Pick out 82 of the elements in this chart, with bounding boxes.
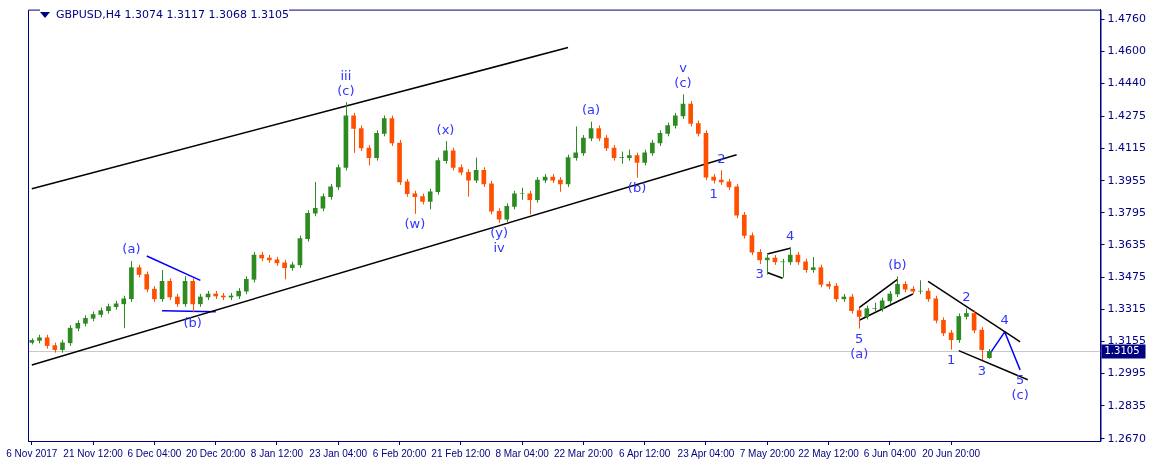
y-tick-label: 1.3475 — [1107, 269, 1147, 283]
x-tick-label: 8 Jan 12:00 — [250, 447, 304, 459]
annotation: 5 — [1015, 372, 1025, 388]
candlestick — [52, 342, 58, 354]
annotation: 3 — [977, 362, 986, 378]
annotation: 3 — [755, 266, 764, 282]
candlestick — [121, 295, 127, 329]
candlestick — [244, 275, 249, 295]
y-tick-label: 1.2995 — [1107, 366, 1147, 380]
annotation: (x) — [436, 121, 455, 137]
candlestick — [695, 119, 701, 137]
x-tick-label: 6 Dec 04:00 — [127, 447, 182, 459]
x-tick-label: 6 Jun 04:00 — [863, 447, 917, 459]
annotation: (b) — [183, 314, 202, 330]
y-tick-label: 1.4440 — [1107, 76, 1147, 90]
annotation: (y) — [490, 225, 509, 241]
annotation: (a) — [850, 345, 869, 361]
candlestick — [665, 121, 671, 137]
candlestick — [106, 303, 111, 315]
y-tick-label: 1.3795 — [1107, 205, 1147, 219]
candlestick — [964, 308, 969, 320]
candlestick — [879, 297, 885, 313]
annotation: (b) — [888, 256, 907, 272]
y-tick-label: 1.3315 — [1107, 302, 1147, 316]
annotation: (a) — [122, 241, 141, 257]
x-tick-label: 6 Feb 20:00 — [372, 447, 427, 459]
chart-title: GBPUSD,H4 1.3074 1.3117 1.3068 1.3105 — [56, 8, 289, 21]
candlestick — [83, 314, 88, 327]
candlestick — [527, 190, 533, 215]
y-tick-label: 1.4275 — [1107, 109, 1147, 123]
x-tick-label: 7 May 20:00 — [739, 447, 796, 459]
candlestick — [810, 256, 816, 274]
x-tick-label: 22 May 12:00 — [798, 447, 860, 459]
x-tick-label: 8 Mar 04:00 — [495, 447, 550, 459]
candlestick — [420, 193, 425, 205]
y-tick-label: 1.3955 — [1107, 173, 1147, 187]
annotation: iv — [493, 240, 506, 256]
candlestick — [910, 285, 916, 295]
annotation: (c) — [337, 82, 355, 98]
x-tick-label: 22 Mar 20:00 — [553, 447, 614, 459]
x-tick-label: 21 Feb 12:00 — [431, 447, 491, 459]
candlestick — [60, 339, 65, 354]
x-tick-label: 20 Dec 20:00 — [185, 447, 246, 459]
candlestick — [573, 125, 579, 162]
candlestick — [381, 114, 387, 137]
candlestick — [627, 149, 632, 162]
y-tick-label: 1.4115 — [1107, 141, 1147, 155]
annotation: 1 — [946, 351, 956, 367]
annotation: iii — [340, 67, 352, 83]
x-tick-label: 6 Apr 12:00 — [619, 447, 671, 459]
annotation: 2 — [962, 289, 971, 305]
annotation: 5 — [855, 330, 864, 346]
annotation: (c) — [674, 74, 692, 90]
annotation: 4 — [786, 227, 795, 243]
y-tick-label: 1.3635 — [1107, 237, 1147, 251]
candlestick — [856, 307, 862, 330]
y-tick-label: 1.4600 — [1107, 44, 1147, 58]
annotation: (w) — [404, 216, 426, 232]
annotation: (a) — [582, 102, 601, 118]
y-tick-label: 1.2670 — [1107, 431, 1147, 445]
candlestick — [642, 149, 648, 166]
annotation: v — [679, 59, 688, 75]
ref-line-label: 1.3105 — [1104, 345, 1140, 357]
candlestick — [427, 188, 433, 210]
annotation: 4 — [1000, 312, 1009, 328]
annotation: (c) — [1011, 387, 1029, 403]
x-tick-label: 23 Jan 04:00 — [309, 447, 368, 459]
x-tick-label: 6 Nov 2017 — [6, 447, 58, 459]
x-tick-label: 20 Jun 20:00 — [922, 447, 981, 459]
y-tick-label: 1.4760 — [1107, 11, 1147, 25]
y-tick-label: 1.2835 — [1107, 398, 1147, 412]
x-tick-label: 21 Nov 12:00 — [63, 447, 124, 459]
candlestick — [619, 151, 625, 165]
annotation: 1 — [709, 185, 718, 201]
candlestick — [98, 307, 104, 318]
candlestick — [512, 190, 517, 210]
x-tick-label: 23 Apr 04:00 — [677, 447, 735, 459]
candlestick — [443, 140, 448, 165]
candlestick — [519, 187, 525, 201]
candlestick — [312, 181, 318, 217]
candlestick — [872, 302, 877, 313]
candlestick — [918, 279, 923, 295]
